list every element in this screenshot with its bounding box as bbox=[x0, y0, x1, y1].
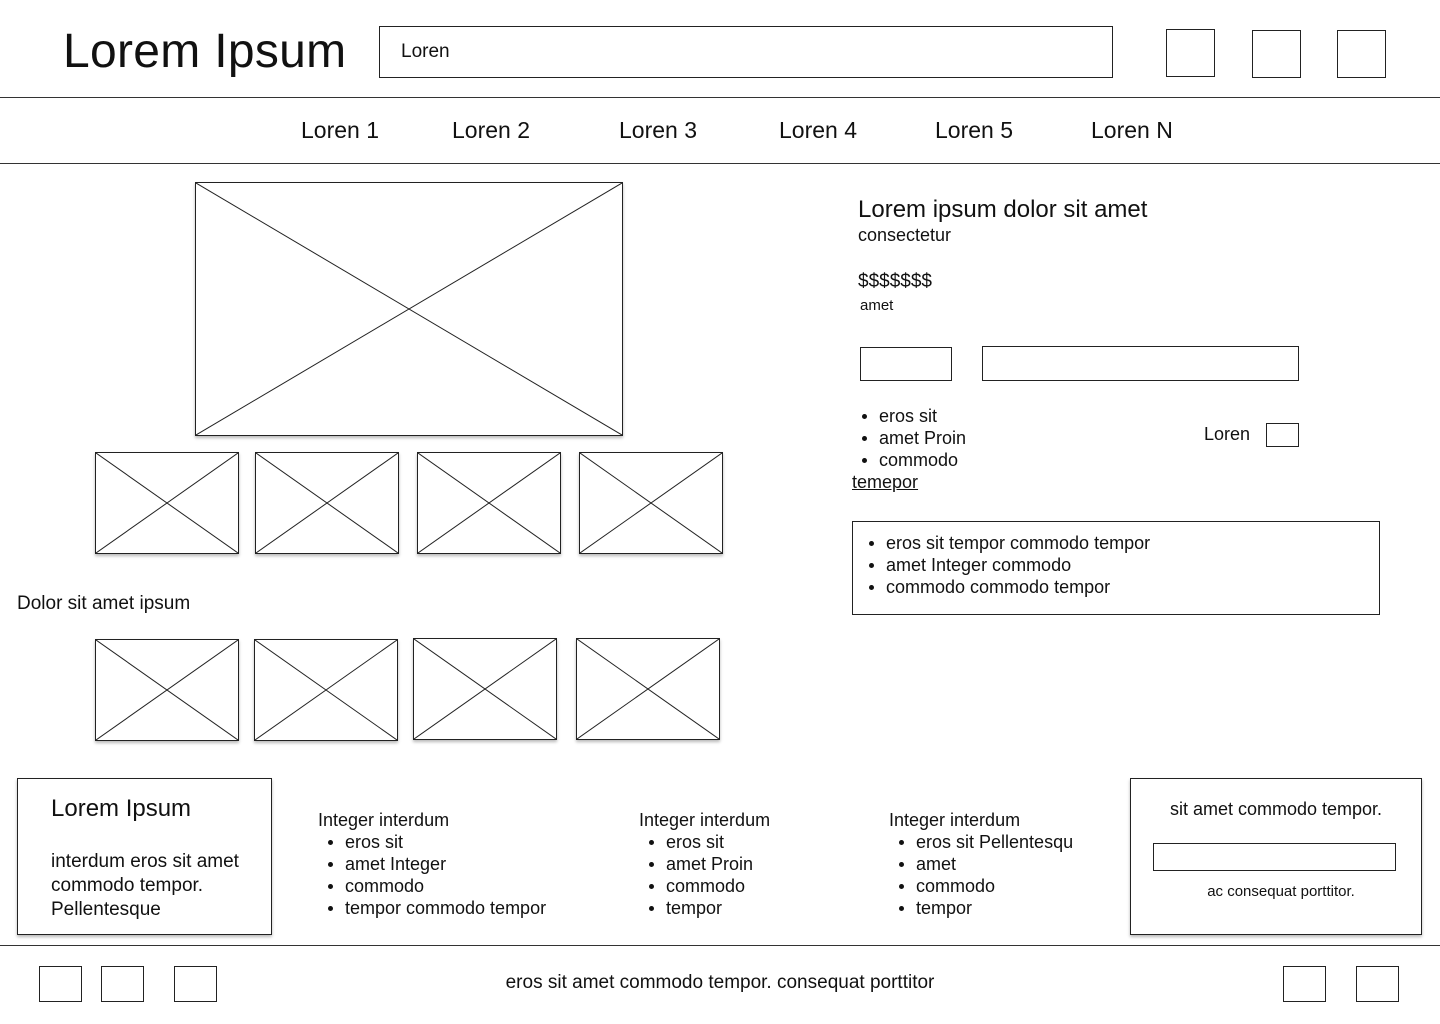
nav-divider bbox=[0, 163, 1440, 164]
thumbnail-3[interactable] bbox=[417, 452, 561, 554]
list-item: amet Proin bbox=[852, 427, 966, 449]
list-item: amet Integer commodo bbox=[859, 554, 1150, 576]
footer-link[interactable]: commodo bbox=[889, 875, 1073, 897]
nav-item-3[interactable]: Loren 3 bbox=[619, 117, 698, 143]
footer-brand-box: Lorem Ipsum interdum eros sit amet commo… bbox=[17, 778, 272, 935]
product-title: Lorem ipsum dolor sit amet bbox=[858, 196, 1148, 223]
footer-column-2: Integer interdum eros sit amet Proin com… bbox=[639, 809, 770, 919]
footer-link[interactable]: tempor bbox=[639, 897, 770, 919]
image-placeholder-icon bbox=[96, 640, 238, 740]
social-icon-2[interactable] bbox=[101, 966, 144, 1002]
image-placeholder-icon bbox=[577, 639, 719, 739]
product-price: $$$$$$$ bbox=[858, 271, 932, 292]
quantity-field[interactable] bbox=[860, 347, 952, 381]
variant-field[interactable] bbox=[982, 346, 1299, 381]
image-placeholder-icon bbox=[418, 453, 560, 553]
search-input[interactable] bbox=[379, 26, 1113, 78]
footer-link[interactable]: commodo bbox=[639, 875, 770, 897]
nav-item-5[interactable]: Loren 5 bbox=[935, 117, 1014, 143]
main-product-image[interactable] bbox=[195, 182, 623, 436]
image-placeholder-icon bbox=[580, 453, 722, 553]
related-item-4[interactable] bbox=[576, 638, 720, 740]
nav-item-n[interactable]: Loren N bbox=[1091, 117, 1173, 143]
related-item-1[interactable] bbox=[95, 639, 239, 741]
footer-brand-text: interdum eros sit amet commodo tempor. P… bbox=[51, 851, 239, 920]
footer-column-heading: Integer interdum bbox=[318, 810, 450, 830]
footer-link[interactable]: tempor commodo tempor bbox=[318, 897, 546, 919]
footer-column-1: Integer interdum eros sit amet Integer c… bbox=[318, 809, 546, 919]
nav-item-1[interactable]: Loren 1 bbox=[301, 117, 380, 143]
footer-link[interactable]: tempor bbox=[889, 897, 1073, 919]
list-item: commodo commodo tempor bbox=[859, 576, 1150, 598]
thumbnail-2[interactable] bbox=[255, 452, 399, 554]
list-item: eros sit bbox=[852, 405, 966, 427]
bottom-icon-1[interactable] bbox=[1283, 966, 1326, 1002]
footer-column-heading: Integer interdum bbox=[889, 810, 1021, 830]
image-placeholder-icon bbox=[196, 183, 622, 435]
image-placeholder-icon bbox=[255, 640, 397, 740]
related-item-3[interactable] bbox=[413, 638, 557, 740]
footer-divider bbox=[0, 945, 1440, 946]
image-placeholder-icon bbox=[414, 639, 556, 739]
product-link[interactable]: temepor bbox=[852, 472, 919, 492]
newsletter-box: sit amet commodo tempor. ac consequat po… bbox=[1130, 778, 1422, 935]
product-details-box: eros sit tempor commodo tempor amet Inte… bbox=[852, 521, 1380, 615]
nav-item-2[interactable]: Loren 2 bbox=[452, 117, 531, 143]
nav-item-4[interactable]: Loren 4 bbox=[779, 117, 858, 143]
newsletter-title: sit amet commodo tempor. bbox=[1169, 799, 1383, 819]
newsletter-input[interactable] bbox=[1153, 843, 1396, 871]
details-list: eros sit tempor commodo tempor amet Inte… bbox=[859, 532, 1150, 598]
footer-link[interactable]: eros sit bbox=[639, 831, 770, 853]
header-divider bbox=[0, 97, 1440, 98]
related-item-2[interactable] bbox=[254, 639, 398, 741]
social-icon-1[interactable] bbox=[39, 966, 82, 1002]
newsletter-note: ac consequat porttitor. bbox=[1207, 883, 1355, 900]
footer-link[interactable]: amet Proin bbox=[639, 853, 770, 875]
footer-column-3: Integer interdum eros sit Pellentesqu am… bbox=[889, 809, 1073, 919]
footer-link[interactable]: amet Integer bbox=[318, 853, 546, 875]
header-icon-2[interactable] bbox=[1252, 30, 1301, 78]
footer-link[interactable]: commodo bbox=[318, 875, 546, 897]
product-subtitle: consectetur bbox=[858, 225, 952, 245]
footer-brand-title: Lorem Ipsum bbox=[51, 795, 192, 822]
footer-link[interactable]: eros sit Pellentesqu bbox=[889, 831, 1073, 853]
bottom-icon-2[interactable] bbox=[1356, 966, 1399, 1002]
social-icon-3[interactable] bbox=[174, 966, 217, 1002]
image-placeholder-icon bbox=[256, 453, 398, 553]
header-icon-3[interactable] bbox=[1337, 30, 1386, 78]
list-item: commodo bbox=[852, 449, 966, 471]
option-checkbox[interactable] bbox=[1266, 423, 1299, 447]
footer-link[interactable]: eros sit bbox=[318, 831, 546, 853]
image-placeholder-icon bbox=[96, 453, 238, 553]
price-note: amet bbox=[860, 297, 894, 314]
option-label: Loren bbox=[1204, 424, 1251, 444]
site-logo[interactable]: Lorem Ipsum bbox=[63, 25, 347, 78]
footer-column-heading: Integer interdum bbox=[639, 810, 771, 830]
copyright-text: eros sit amet commodo tempor. consequat … bbox=[505, 972, 935, 993]
header-icon-1[interactable] bbox=[1166, 29, 1215, 77]
related-section-label: Dolor sit amet ipsum bbox=[17, 593, 191, 614]
thumbnail-4[interactable] bbox=[579, 452, 723, 554]
footer-link[interactable]: amet bbox=[889, 853, 1073, 875]
feature-list: eros sit amet Proin commodo bbox=[852, 405, 966, 471]
thumbnail-1[interactable] bbox=[95, 452, 239, 554]
list-item: eros sit tempor commodo tempor bbox=[859, 532, 1150, 554]
